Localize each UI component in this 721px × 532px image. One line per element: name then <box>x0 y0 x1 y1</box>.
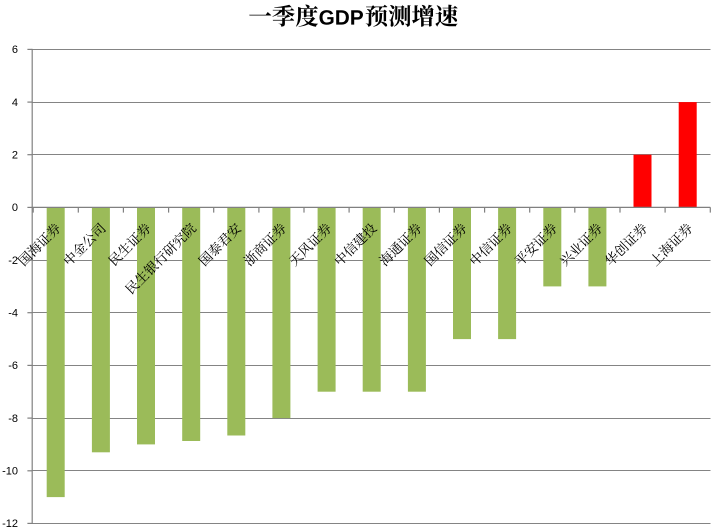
svg-text:-2: -2 <box>8 255 18 267</box>
svg-text:-10: -10 <box>2 466 18 478</box>
svg-text:2: 2 <box>12 150 18 162</box>
svg-text:6: 6 <box>12 44 18 56</box>
svg-text:-6: -6 <box>8 360 18 372</box>
svg-text:-8: -8 <box>8 413 18 425</box>
svg-text:0: 0 <box>12 202 18 214</box>
svg-text:4: 4 <box>12 97 18 109</box>
svg-text:-12: -12 <box>2 518 18 530</box>
svg-text:-4: -4 <box>8 308 18 320</box>
